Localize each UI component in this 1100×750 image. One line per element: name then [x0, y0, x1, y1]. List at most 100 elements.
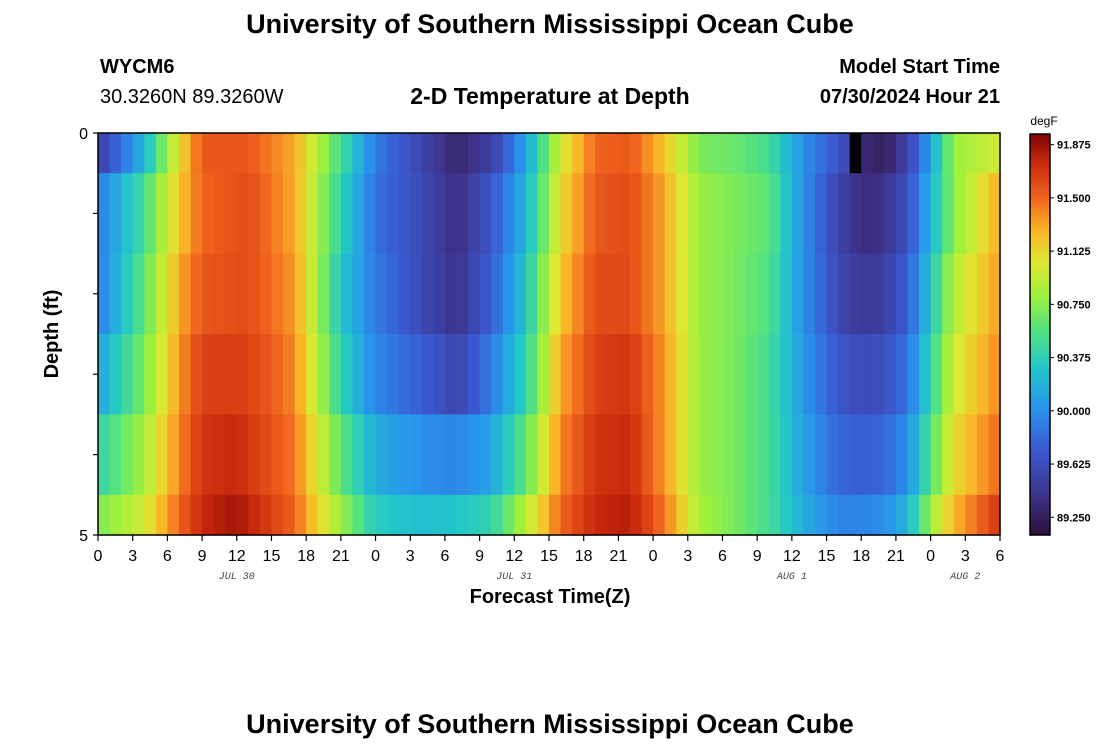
heatmap-cell — [121, 494, 134, 536]
heatmap-cell — [456, 173, 469, 255]
heatmap-cell — [306, 173, 319, 255]
heatmap-cell — [838, 253, 851, 335]
heatmap-cell — [248, 173, 261, 255]
heatmap-cell — [329, 253, 342, 335]
heatmap-cell — [387, 173, 400, 255]
heatmap-cell — [710, 494, 724, 536]
heatmap-cell — [202, 253, 215, 335]
heatmap-cell — [572, 334, 585, 415]
heatmap-cell — [942, 133, 955, 174]
heatmap-cell — [872, 334, 885, 415]
heatmap-cell — [676, 494, 689, 536]
heatmap-cell — [167, 253, 180, 335]
heatmap-cell — [791, 133, 805, 174]
x-tick-label: 9 — [753, 548, 762, 565]
colorbar-unit: degF — [1030, 114, 1057, 128]
heatmap-cell — [861, 253, 874, 335]
heatmap-cell — [606, 133, 619, 174]
heatmap-cell — [560, 253, 573, 335]
colorbar-tick-label: 90.375 — [1057, 353, 1091, 365]
heatmap-cell — [375, 253, 388, 335]
heatmap-cell — [699, 253, 712, 335]
heatmap-cell — [190, 173, 203, 255]
heatmap-cell — [352, 173, 365, 255]
heatmap-cell — [919, 253, 932, 335]
heatmap-cell — [190, 414, 203, 496]
heatmap-cell — [907, 334, 920, 415]
heatmap-cell — [294, 253, 307, 335]
date-label: AUG 2 — [949, 572, 980, 583]
x-tick-label: 18 — [575, 548, 593, 565]
heatmap-cell — [595, 494, 608, 536]
heatmap-cell — [456, 334, 469, 415]
heatmap-cell — [919, 414, 932, 496]
heatmap-cell — [641, 173, 654, 255]
heatmap-cell — [710, 414, 724, 496]
x-tick-label: 9 — [475, 548, 484, 565]
heatmap-cell — [768, 494, 781, 536]
heatmap-cell — [849, 414, 862, 496]
heatmap-cell — [965, 494, 978, 536]
heatmap-cell — [734, 334, 747, 415]
heatmap-cell — [745, 494, 758, 536]
heatmap-cell — [699, 334, 712, 415]
heatmap-cell — [976, 414, 990, 496]
heatmap-cell — [745, 253, 758, 335]
heatmap-cell — [271, 173, 284, 255]
heatmap-cell — [768, 414, 781, 496]
y-tick-label: 0 — [79, 126, 88, 143]
x-tick-label: 6 — [440, 548, 449, 565]
heatmap-cell — [144, 334, 157, 415]
heatmap-cell — [780, 334, 793, 415]
heatmap-cell — [271, 133, 284, 174]
heatmap-cell — [236, 334, 249, 415]
heatmap-cell — [988, 253, 1001, 335]
heatmap-cell — [98, 334, 111, 415]
x-tick-label: 0 — [649, 548, 658, 565]
x-tick-label: 0 — [94, 548, 103, 565]
heatmap-cell — [410, 494, 423, 536]
x-tick-label: 6 — [163, 548, 172, 565]
heatmap-cell — [583, 253, 596, 335]
heatmap-cell — [317, 494, 330, 536]
heatmap-cell — [306, 253, 319, 335]
heatmap-cell — [791, 494, 805, 536]
heatmap-cell — [479, 173, 492, 255]
heatmap-cell — [976, 133, 990, 174]
heatmap-cell — [375, 414, 388, 496]
heatmap-cell — [468, 414, 481, 496]
heatmap-cell — [965, 133, 978, 174]
heatmap-cell — [814, 173, 828, 255]
heatmap-cell — [248, 133, 261, 174]
heatmap-cell — [502, 334, 515, 415]
heatmap-cell — [433, 133, 446, 174]
heatmap-cell — [838, 133, 851, 174]
heatmap-cell — [514, 414, 527, 496]
heatmap-cell — [225, 253, 238, 335]
x-tick-label: 6 — [718, 548, 727, 565]
heatmap-cell — [595, 334, 608, 415]
heatmap-cell — [942, 173, 955, 255]
heatmap-cell — [236, 133, 249, 174]
chart-subtitle: 2-D Temperature at Depth — [410, 83, 690, 109]
heatmap-cell — [537, 494, 550, 536]
heatmap-cell — [479, 334, 492, 415]
heatmap-cell — [629, 334, 643, 415]
x-tick-label: 3 — [406, 548, 415, 565]
heatmap-cell — [294, 494, 307, 536]
heatmap-cell — [965, 173, 978, 255]
heatmap-cell — [710, 253, 724, 335]
heatmap-cell — [468, 253, 481, 335]
heatmap-cell — [352, 494, 365, 536]
colorbar-scale — [1029, 133, 1051, 536]
heatmap-cell — [202, 494, 215, 536]
heatmap-cell — [155, 173, 168, 255]
model-start-label: Model Start Time — [839, 56, 1000, 78]
heatmap-cell — [687, 334, 700, 415]
heatmap-cell — [560, 173, 573, 255]
heatmap-cell — [861, 173, 874, 255]
heatmap-cell — [109, 414, 122, 496]
heatmap-cell — [109, 494, 122, 536]
heatmap-cell — [444, 173, 458, 255]
heatmap-cell — [780, 173, 793, 255]
